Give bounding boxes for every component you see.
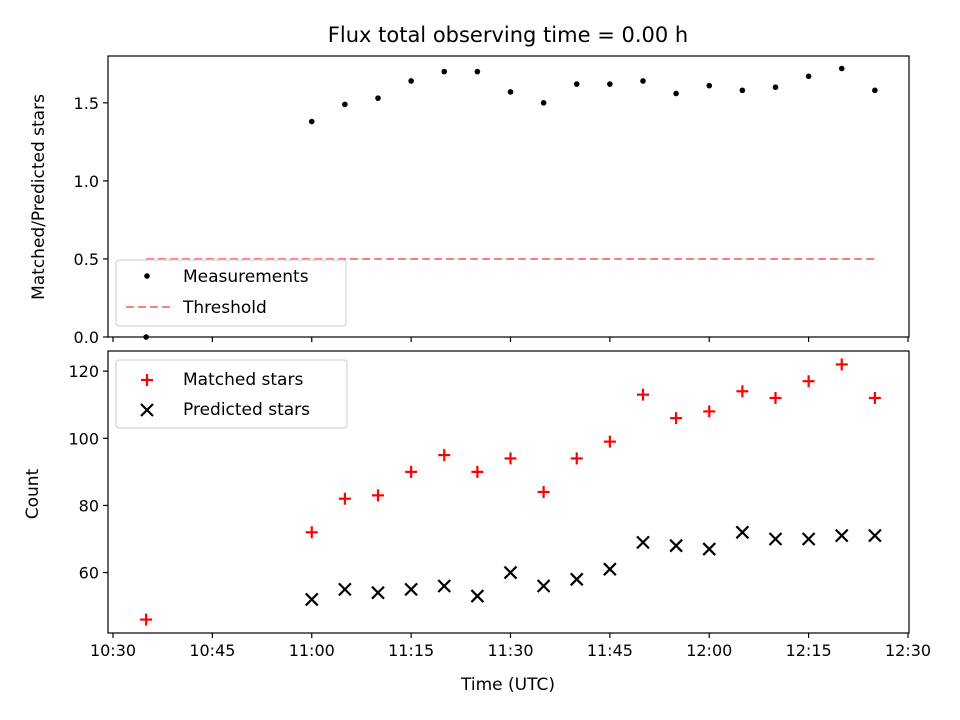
x-tick-label: 12:15 — [786, 641, 832, 660]
y-tick-label: 120 — [68, 362, 99, 381]
chart-title: Flux total observing time = 0.00 h — [328, 23, 688, 47]
bottom-y-axis-label: Count — [23, 468, 43, 519]
x-tick-label: 12:30 — [885, 641, 931, 660]
predicted-star-point — [569, 572, 584, 587]
measurement-point — [805, 73, 812, 80]
y-tick-label: 0.0 — [74, 328, 99, 347]
measurement-point — [706, 82, 713, 89]
x-tick-label: 10:45 — [189, 641, 235, 660]
x-tick-label: 11:00 — [289, 641, 335, 660]
measurement-point — [673, 90, 679, 97]
x-tick-label: 10:30 — [90, 641, 136, 660]
measurement-point — [408, 78, 414, 84]
measurement-point — [739, 87, 746, 94]
bottom-legend-box — [115, 359, 348, 429]
measurement-point — [573, 81, 580, 87]
y-tick-label: 80 — [79, 496, 99, 515]
legend-marker-measurements — [144, 273, 150, 279]
top-panel: Flux total observing time = 0.00 h 0.00.… — [29, 23, 910, 347]
predicted-star-point — [702, 542, 717, 556]
matched-star-point — [769, 392, 782, 404]
measurement-point — [772, 84, 779, 91]
matched-star-point — [471, 465, 484, 478]
matched-star-point — [802, 375, 815, 388]
top-axes-frame — [107, 55, 910, 338]
legend-label-matched-stars: Matched stars — [183, 370, 303, 390]
matched-star-point — [140, 613, 153, 626]
predicted-star-point — [404, 582, 418, 597]
y-tick-label: 60 — [79, 564, 99, 583]
matched-star-point — [438, 449, 451, 462]
matched-star-point — [603, 435, 616, 448]
top-plot-marks — [143, 65, 878, 340]
measurement-point — [441, 68, 448, 75]
bottom-legend: Matched stars Predicted stars — [115, 359, 348, 429]
predicted-star-point — [636, 535, 650, 550]
measurement-point — [308, 118, 315, 125]
top-axis-ticks: 0.0 0.5 1.0 1.5 — [74, 94, 909, 347]
matched-star-point — [835, 358, 848, 371]
measurement-point — [607, 81, 613, 87]
matched-star-point — [637, 388, 649, 401]
legend-label-measurements: Measurements — [183, 267, 309, 287]
matched-star-point — [736, 385, 749, 398]
bottom-panel: 10:30 10:45 11:00 11:15 11:30 11:45 12:00 12:15… — [23, 350, 931, 695]
x-tick-label: 12:00 — [686, 641, 732, 660]
matched-star-point — [868, 392, 881, 404]
matched-star-point — [504, 452, 517, 465]
predicted-star-point — [603, 562, 617, 576]
matched-star-point — [537, 486, 550, 498]
matched-star-point — [570, 452, 583, 465]
predicted-star-point — [834, 528, 849, 543]
measurement-point — [507, 89, 514, 95]
predicted-star-point — [437, 579, 452, 593]
predicted-star-point — [868, 528, 882, 543]
predicted-star-point — [371, 585, 385, 600]
predicted-star-point — [338, 582, 352, 597]
predicted-star-point — [503, 565, 518, 580]
predicted-star-point — [304, 592, 319, 607]
top-y-axis-label: Matched/Predicted stars — [29, 94, 49, 300]
predicted-star-point — [801, 532, 816, 546]
predicted-star-point — [669, 538, 683, 553]
matched-star-point — [305, 526, 318, 539]
bottom-axes-frame — [107, 350, 910, 634]
measurement-point — [474, 68, 481, 75]
x-tick-label: 11:15 — [388, 641, 434, 660]
y-tick-label: 0.5 — [74, 250, 99, 269]
bottom-plot-marks — [140, 358, 882, 626]
x-axis-label: Time (UTC) — [460, 675, 555, 695]
x-tick-label: 11:30 — [487, 641, 533, 660]
matched-star-point — [372, 489, 384, 502]
y-tick-label: 1.5 — [74, 94, 99, 113]
legend-marker-matched-stars — [141, 374, 153, 386]
matched-star-point — [338, 492, 351, 505]
top-legend-box — [115, 259, 347, 327]
matched-star-point — [703, 405, 716, 418]
top-legend: Measurements Threshold — [115, 259, 347, 327]
matched-star-point — [670, 412, 683, 425]
measurement-point — [375, 95, 381, 101]
measurement-point — [342, 101, 348, 108]
measurement-point — [838, 65, 845, 72]
legend-marker-predicted-stars — [140, 403, 154, 417]
predicted-star-point — [735, 525, 750, 540]
y-tick-label: 1.0 — [74, 172, 99, 191]
x-tick-label: 11:45 — [587, 641, 633, 660]
measurement-point — [872, 87, 878, 94]
legend-label-predicted-stars: Predicted stars — [183, 400, 310, 420]
y-tick-label: 100 — [68, 429, 99, 448]
predicted-star-point — [470, 589, 485, 603]
legend-label-threshold: Threshold — [182, 298, 267, 318]
measurement-point — [640, 78, 646, 84]
predicted-star-point — [536, 579, 551, 593]
matched-star-point — [405, 465, 418, 478]
bottom-axis-ticks: 10:30 10:45 11:00 11:15 11:30 11:45 12:00 12:15… — [68, 362, 931, 660]
predicted-star-point — [768, 532, 783, 546]
measurement-point — [540, 100, 547, 106]
